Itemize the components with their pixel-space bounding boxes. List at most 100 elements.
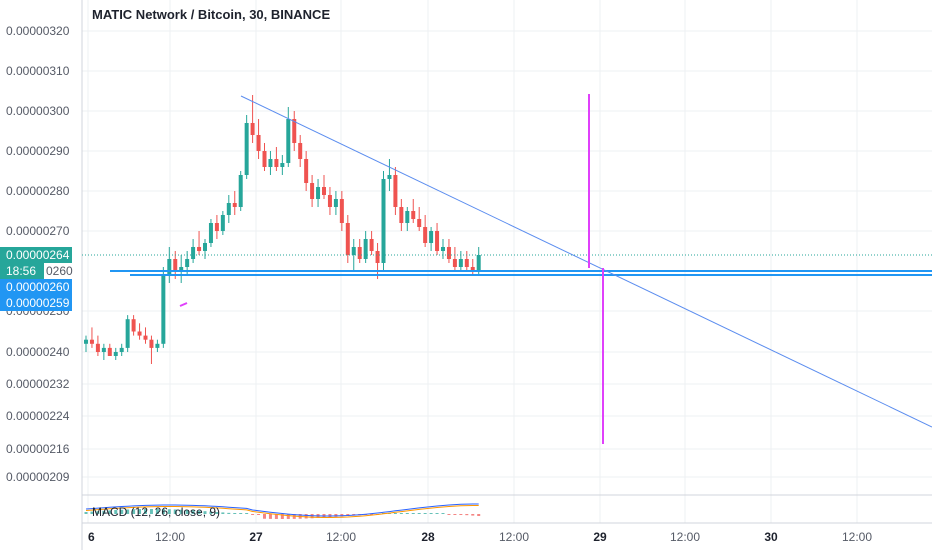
time-axis-label: 12:00 [326, 530, 356, 544]
macd-histogram-bar [280, 514, 284, 519]
candle-body [268, 159, 273, 167]
candle-body [208, 223, 213, 243]
candle-body [429, 231, 434, 243]
level-tag-2: 0.00000259 [0, 295, 72, 311]
macd-histogram-bar [465, 514, 469, 516]
candle-body [125, 319, 130, 348]
last-price-tag: 0.00000264 [0, 247, 72, 263]
macd-histogram-bar [268, 514, 272, 519]
symbol-title[interactable]: MATIC Network / Bitcoin, 30, BINANCE [92, 7, 330, 22]
candle-body [167, 259, 172, 275]
price-axis-label: 0.00000240 [6, 345, 70, 359]
macd-histogram-bar [477, 514, 481, 517]
macd-signal-line [85, 505, 479, 518]
macd-histogram-bar [102, 510, 106, 514]
macd-histogram-bar [417, 513, 421, 514]
macd-histogram-bar [239, 513, 243, 514]
countdown-price-value: 0260 [46, 264, 73, 278]
macd-histogram-bar [263, 514, 266, 519]
small-drawing-mark[interactable] [179, 302, 188, 307]
time-axis-label: 30 [764, 530, 778, 544]
price-axis-label: 0.00000224 [6, 409, 70, 423]
macd-pane[interactable] [84, 503, 481, 519]
candle-body [327, 195, 332, 207]
macd-histogram-bar [245, 513, 249, 514]
candle-body [119, 347, 124, 352]
macd-histogram-bar [203, 511, 207, 514]
candle-body [173, 259, 178, 271]
macd-histogram-bar [161, 509, 165, 514]
macd-histogram-bar [447, 514, 451, 515]
macd-histogram-bar [233, 513, 237, 514]
candle-body [316, 187, 321, 199]
macd-histogram-bar [393, 513, 397, 514]
candle-body [339, 199, 344, 223]
macd-histogram-bar [215, 512, 219, 514]
time-axis[interactable]: 6 12:00 27 12:00 28 12:00 29 12:00 30 12:00 [88, 530, 872, 544]
time-axis-label: 12:00 [499, 530, 529, 544]
macd-histogram-bar [132, 509, 136, 514]
macd-histogram-bar [173, 509, 177, 514]
macd-histogram-bar [423, 513, 427, 514]
macd-histogram-bar [251, 514, 255, 515]
price-axis-label: 0.00000209 [6, 470, 70, 484]
candle-body [298, 143, 303, 159]
candle-body [286, 119, 291, 163]
candle-body [292, 119, 297, 143]
candle-body [304, 159, 309, 183]
macd-histogram-bar [167, 509, 171, 514]
macd-histogram-bar [96, 511, 100, 514]
time-axis-label: 12:00 [842, 530, 872, 544]
macd-label[interactable]: MACD (12, 26, close, 9) [92, 505, 220, 519]
countdown-value: 18:56 [6, 264, 36, 278]
macd-histogram-bar [197, 510, 201, 514]
candle-body [185, 259, 190, 267]
macd-histogram-bar [209, 511, 213, 514]
candle-body [101, 347, 106, 352]
macd-histogram-bar [144, 509, 147, 514]
macd-histogram-bar [429, 513, 433, 514]
macd-histogram-bar [304, 514, 308, 519]
candle-body [220, 215, 225, 231]
chart-grid [82, 0, 932, 523]
time-axis-label: 29 [593, 530, 607, 544]
candle-body [137, 331, 142, 336]
candle-body [375, 251, 380, 263]
candle-body [405, 211, 410, 223]
price-axis-label: 0.00000320 [6, 24, 70, 38]
candle-body [446, 247, 451, 259]
macd-histogram-bar [453, 514, 457, 515]
candle-body [250, 123, 255, 135]
candle-body [441, 247, 445, 251]
candlestick-series[interactable] [84, 95, 481, 364]
candle-body [191, 247, 196, 259]
candle-body [464, 259, 469, 267]
candle-body [155, 343, 160, 348]
candle-body [149, 339, 154, 348]
candle-body [452, 259, 457, 267]
time-axis-label: 27 [249, 530, 263, 544]
macd-histogram-bar [90, 511, 94, 514]
candle-body [280, 163, 285, 167]
candle-body [232, 203, 237, 207]
candle-body [203, 243, 207, 251]
macd-histogram-bar [435, 513, 439, 514]
candle-body [244, 123, 249, 175]
level-2-value: 0.00000259 [6, 296, 70, 310]
countdown-tag: 18:56 0260 [0, 263, 73, 279]
macd-line [85, 503, 479, 517]
trendline[interactable] [240, 95, 932, 428]
candle-body [256, 135, 261, 151]
macd-histogram-bar [411, 513, 415, 514]
candle-body [417, 219, 422, 227]
candle-body [363, 239, 368, 259]
candle-body [322, 187, 326, 195]
macd-histogram-bar [459, 514, 463, 515]
candle-body [274, 159, 279, 167]
time-axis-label: 28 [421, 530, 435, 544]
drawings-layer[interactable] [82, 94, 932, 444]
last-price-value: 0.00000264 [6, 248, 70, 262]
macd-histogram-bar [471, 514, 475, 516]
price-axis-label: 0.00000280 [6, 184, 70, 198]
